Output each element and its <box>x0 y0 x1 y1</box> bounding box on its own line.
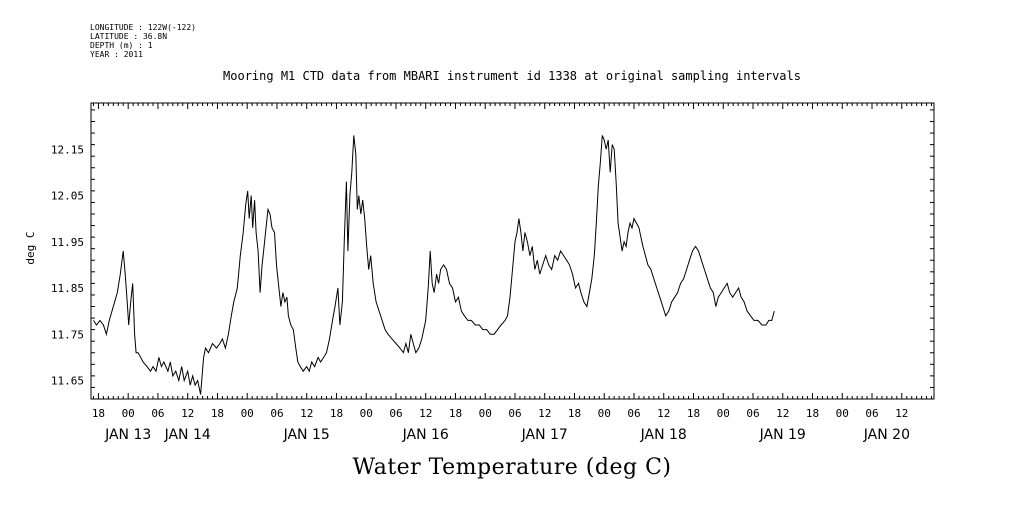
x-tick-label: 06 <box>865 407 878 420</box>
x-tick-label: 06 <box>508 407 521 420</box>
date-label: JAN 17 <box>521 427 568 443</box>
x-tick-label: 12 <box>300 407 313 420</box>
y-tick-labels: 11.65 11.75 11.85 11.95 12.05 12.15 <box>51 143 84 387</box>
x-tick-label: 18 <box>568 407 581 420</box>
temperature-line <box>93 135 775 395</box>
x-tick-label: 00 <box>717 407 730 420</box>
x-tick-label: 18 <box>211 407 224 420</box>
x-tick-label: 00 <box>360 407 373 420</box>
y-tick-label: 11.85 <box>51 282 84 295</box>
plot-frame <box>90 102 935 400</box>
x-tick-label: 06 <box>270 407 283 420</box>
date-label: JAN 18 <box>640 427 687 443</box>
x-tick-label: 12 <box>538 407 551 420</box>
x-tick-label: 12 <box>181 407 194 420</box>
x-tick-label: 06 <box>746 407 759 420</box>
meta-latitude: LATITUDE : 36.8N <box>90 32 167 41</box>
meta-year: YEAR : 2011 <box>90 50 143 59</box>
y-tick-label: 11.75 <box>51 328 84 341</box>
y-tick-label: 12.05 <box>51 190 84 203</box>
x-tick-label: 06 <box>627 407 640 420</box>
x-tick-label: 12 <box>419 407 432 420</box>
meta-depth: DEPTH (m) : 1 <box>90 41 153 50</box>
x-tick-label: 06 <box>389 407 402 420</box>
x-tick-label: 06 <box>151 407 164 420</box>
y-axis-label: deg C <box>24 231 37 264</box>
date-label: JAN 19 <box>759 427 806 443</box>
chart-title: Mooring M1 CTD data from MBARI instrumen… <box>223 69 801 83</box>
meta-longitude: LONGITUDE : 122W(-122) <box>90 23 196 32</box>
x-tick-labels: 18 00 06 12 18 00 06 12 18 00 06 12 18 00 06 12 18 00 06 12… <box>92 407 909 420</box>
x-tick-label: 00 <box>122 407 135 420</box>
x-tick-label: 18 <box>330 407 343 420</box>
x-tick-label: 00 <box>241 407 254 420</box>
date-label: JAN 13 <box>104 427 151 443</box>
y-tick-label: 12.15 <box>51 143 84 156</box>
x-axis-title: Water Temperature (deg C) <box>353 455 672 480</box>
metadata-block: LONGITUDE : 122W(-122) LATITUDE : 36.8N … <box>90 23 196 59</box>
x-tick-label: 18 <box>806 407 819 420</box>
x-tick-label: 12 <box>776 407 789 420</box>
y-tick-label: 11.95 <box>51 236 84 249</box>
date-labels: JAN 13 JAN 14 JAN 15 JAN 16 JAN 17 JAN 18 JAN … <box>104 427 910 443</box>
axis-ticks <box>91 103 934 400</box>
x-tick-label: 00 <box>836 407 849 420</box>
x-tick-label: 12 <box>657 407 670 420</box>
x-tick-label: 12 <box>895 407 908 420</box>
x-tick-label: 18 <box>449 407 462 420</box>
date-label: JAN 20 <box>863 427 910 443</box>
x-tick-label: 00 <box>598 407 611 420</box>
y-tick-label: 11.65 <box>51 375 84 388</box>
x-tick-label: 18 <box>92 407 105 420</box>
date-label: JAN 14 <box>164 427 211 443</box>
date-label: JAN 15 <box>283 427 330 443</box>
x-tick-label: 18 <box>687 407 700 420</box>
date-label: JAN 16 <box>402 427 449 443</box>
x-tick-label: 00 <box>479 407 492 420</box>
